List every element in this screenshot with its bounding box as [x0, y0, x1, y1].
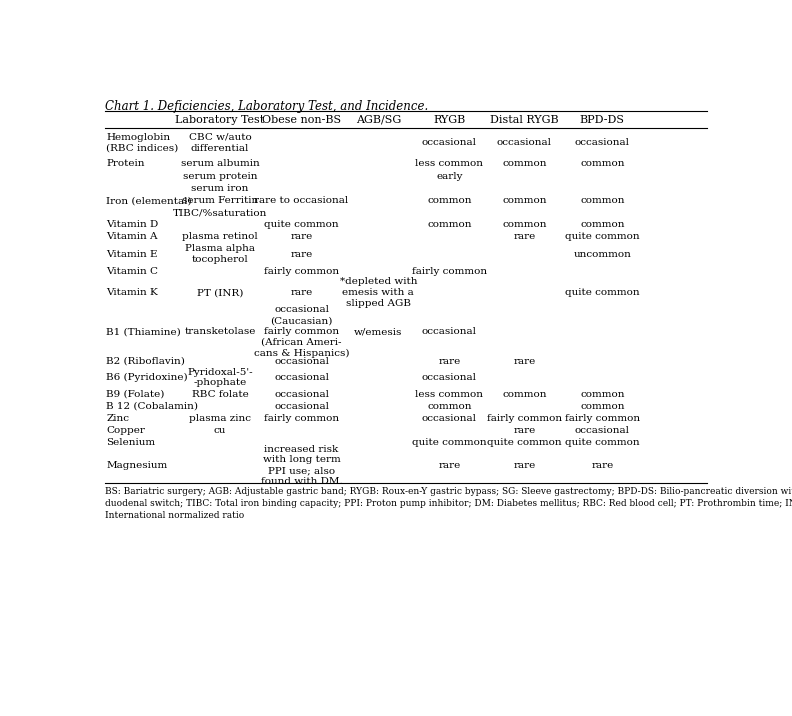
Text: Vitamin K: Vitamin K [106, 288, 158, 297]
Text: RYGB: RYGB [433, 115, 466, 125]
Text: *depleted with
emesis with a
slipped AGB: *depleted with emesis with a slipped AGB [340, 277, 417, 308]
Text: rare: rare [291, 288, 313, 297]
Text: BPD-DS: BPD-DS [580, 115, 625, 125]
Text: common: common [580, 402, 625, 411]
Text: Distal RYGB: Distal RYGB [490, 115, 558, 125]
Text: Hemoglobin
(RBC indices): Hemoglobin (RBC indices) [106, 133, 179, 153]
Text: rare: rare [513, 426, 535, 435]
Text: Protein: Protein [106, 159, 145, 168]
Text: rare: rare [291, 250, 313, 258]
Text: fairly common: fairly common [487, 414, 562, 423]
Text: serum Ferritin: serum Ferritin [182, 196, 258, 205]
Text: less common: less common [416, 390, 483, 399]
Text: increased risk
with long term
PPI use; also
found with DM.: increased risk with long term PPI use; a… [261, 445, 342, 486]
Text: common: common [502, 390, 546, 399]
Text: duodenal switch; TIBC: Total iron binding capacity; PPI: Proton pump inhibitor; : duodenal switch; TIBC: Total iron bindin… [105, 499, 792, 508]
Text: rare: rare [438, 460, 461, 470]
Text: serum iron: serum iron [191, 184, 249, 193]
Text: occasional: occasional [422, 138, 477, 147]
Text: early: early [436, 172, 463, 181]
Text: TIBC/%saturation: TIBC/%saturation [173, 208, 267, 217]
Text: common: common [580, 390, 625, 399]
Text: common: common [502, 196, 546, 205]
Text: common: common [427, 221, 472, 229]
Text: AGB/SG: AGB/SG [356, 115, 401, 125]
Text: fairly common: fairly common [264, 414, 339, 423]
Text: occasional: occasional [274, 390, 329, 399]
Text: fairly common: fairly common [565, 414, 640, 423]
Text: Vitamin A: Vitamin A [106, 233, 158, 241]
Text: common: common [580, 159, 625, 168]
Text: quite common: quite common [565, 438, 640, 447]
Text: rare to occasional: rare to occasional [254, 196, 348, 205]
Text: Plasma alpha
tocopherol: Plasma alpha tocopherol [185, 244, 255, 264]
Text: B1 (Thiamine): B1 (Thiamine) [106, 327, 181, 336]
Text: occasional: occasional [575, 426, 630, 435]
Text: less common: less common [416, 159, 483, 168]
Text: fairly common: fairly common [264, 266, 339, 276]
Text: Vitamin C: Vitamin C [106, 266, 158, 276]
Text: rare: rare [591, 460, 614, 470]
Text: rare: rare [513, 460, 535, 470]
Text: common: common [502, 159, 546, 168]
Text: rare: rare [513, 233, 535, 241]
Text: occasional: occasional [575, 138, 630, 147]
Text: quite common: quite common [265, 221, 339, 229]
Text: occasional: occasional [422, 373, 477, 382]
Text: occasional: occasional [422, 414, 477, 423]
Text: plasma retinol: plasma retinol [182, 233, 257, 241]
Text: RBC folate: RBC folate [192, 390, 249, 399]
Text: Obese non-BS: Obese non-BS [262, 115, 341, 125]
Text: quite common: quite common [565, 288, 640, 297]
Text: fairly common: fairly common [412, 266, 487, 276]
Text: Magnesium: Magnesium [106, 460, 168, 470]
Text: common: common [427, 196, 472, 205]
Text: transketolase: transketolase [185, 327, 256, 336]
Text: occasional
(Caucasian)
fairly common
(African Ameri-
cans & Hispanics): occasional (Caucasian) fairly common (Af… [253, 306, 349, 357]
Text: B6 (Pyridoxine): B6 (Pyridoxine) [106, 373, 188, 382]
Text: Vitamin D: Vitamin D [106, 221, 158, 229]
Text: rare: rare [513, 357, 535, 366]
Text: B 12 (Cobalamin): B 12 (Cobalamin) [106, 402, 198, 411]
Text: uncommon: uncommon [573, 250, 631, 258]
Text: Pyridoxal-5'-
-phophate: Pyridoxal-5'- -phophate [187, 368, 253, 387]
Text: occasional: occasional [497, 138, 552, 147]
Text: International normalized ratio: International normalized ratio [105, 511, 245, 520]
Text: B2 (Riboflavin): B2 (Riboflavin) [106, 357, 185, 366]
Text: Iron (elemental): Iron (elemental) [106, 196, 192, 205]
Text: Laboratory Test: Laboratory Test [175, 115, 265, 125]
Text: occasional: occasional [274, 402, 329, 411]
Text: Chart 1. Deficiencies, Laboratory Test, and Incidence.: Chart 1. Deficiencies, Laboratory Test, … [105, 100, 428, 112]
Text: common: common [427, 402, 472, 411]
Text: occasional: occasional [422, 327, 477, 336]
Text: Selenium: Selenium [106, 438, 155, 447]
Text: rare: rare [291, 233, 313, 241]
Text: quite common: quite common [565, 233, 640, 241]
Text: CBC w/auto
differential: CBC w/auto differential [188, 133, 251, 153]
Text: cu: cu [214, 426, 226, 435]
Text: plasma zinc: plasma zinc [189, 414, 251, 423]
Text: occasional: occasional [274, 373, 329, 382]
Text: serum albumin: serum albumin [181, 159, 259, 168]
Text: serum protein: serum protein [183, 172, 257, 181]
Text: Vitamin E: Vitamin E [106, 250, 158, 258]
Text: BS: Bariatric surgery; AGB: Adjustable gastric band; RYGB: Roux-en-Y gastric byp: BS: Bariatric surgery; AGB: Adjustable g… [105, 487, 792, 495]
Text: common: common [502, 221, 546, 229]
Text: quite common: quite common [487, 438, 562, 447]
Text: common: common [580, 221, 625, 229]
Text: PT (INR): PT (INR) [196, 288, 243, 297]
Text: occasional: occasional [274, 357, 329, 366]
Text: Copper: Copper [106, 426, 145, 435]
Text: Zinc: Zinc [106, 414, 129, 423]
Text: rare: rare [438, 357, 461, 366]
Text: w/emesis: w/emesis [354, 327, 402, 336]
Text: common: common [580, 196, 625, 205]
Text: B9 (Folate): B9 (Folate) [106, 390, 165, 399]
Text: quite common: quite common [412, 438, 487, 447]
